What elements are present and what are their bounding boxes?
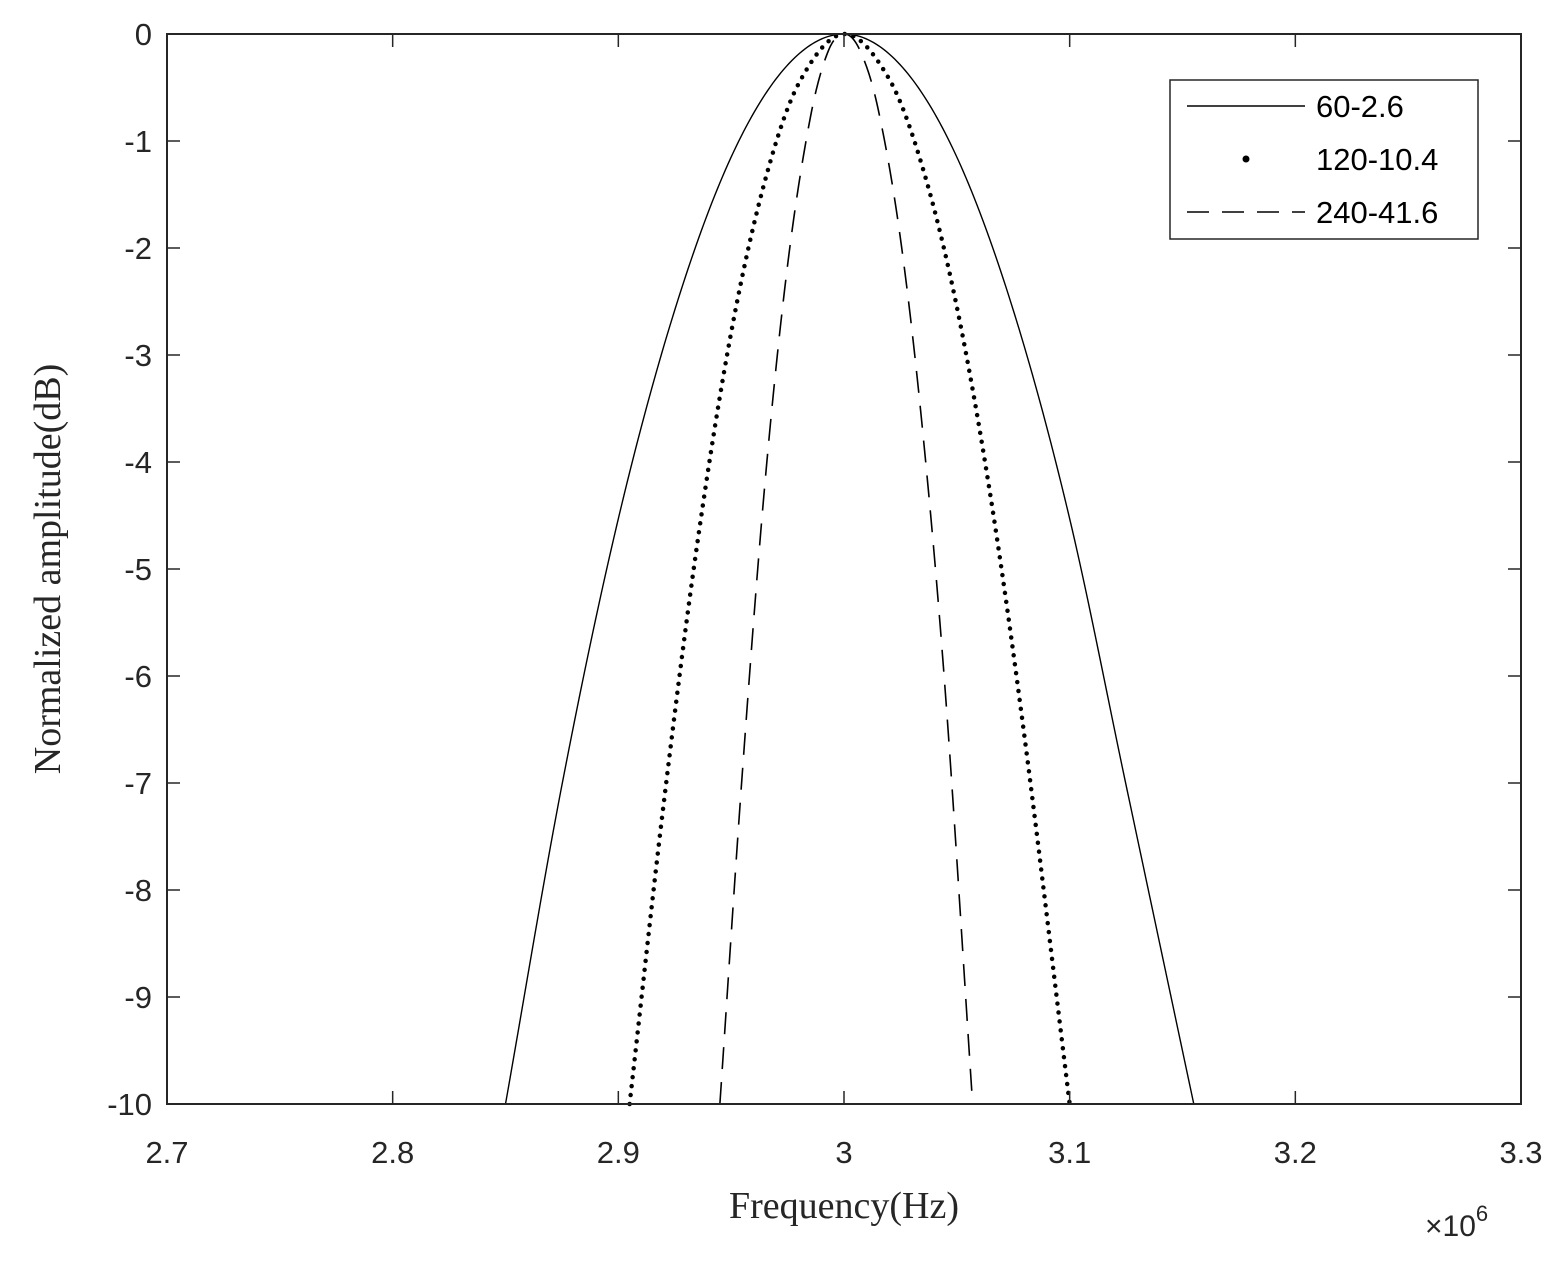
legend-items: 60-2.6 120-10.4 240-41.6 (1187, 89, 1438, 230)
legend-label: 120-10.4 (1316, 142, 1438, 177)
x-tick-label: 3.3 (1499, 1135, 1542, 1170)
x-axis-label: Frequency(Hz) (729, 1185, 959, 1227)
y-tick-label: -2 (124, 231, 152, 266)
y-tick-label: -7 (124, 766, 152, 801)
y-tick-label: -3 (124, 338, 152, 373)
x-tick-labels: 2.7 2.8 2.9 3 3.1 3.2 3.3 (145, 1135, 1542, 1170)
legend-label: 60-2.6 (1316, 89, 1404, 124)
y-tick-label: -6 (124, 659, 152, 694)
y-tick-label: -8 (124, 873, 152, 908)
x-axis-multiplier: ×106 (1425, 1201, 1488, 1243)
y-tick-label: -5 (124, 552, 152, 587)
x-tick-label: 2.9 (597, 1135, 640, 1170)
x-tick-label: 3 (835, 1135, 852, 1170)
x-tick-label: 3.1 (1048, 1135, 1091, 1170)
y-tick-label: -4 (124, 445, 152, 480)
y-tick-label: 0 (135, 17, 152, 52)
y-tick-label: -1 (124, 124, 152, 159)
series-line-120-10.4 (627, 31, 1072, 1107)
x-tick-label: 3.2 (1274, 1135, 1317, 1170)
x-tick-label: 2.8 (371, 1135, 414, 1170)
y-tick-label: -10 (107, 1087, 152, 1122)
x-tick-label: 2.7 (145, 1135, 188, 1170)
y-tick-label: -9 (124, 980, 152, 1015)
legend-label: 240-41.6 (1316, 195, 1438, 230)
x-axis-multiplier-base: ×10 (1425, 1210, 1476, 1243)
legend-marker-120-10.4 (1242, 155, 1250, 163)
legend: 60-2.6 120-10.4 240-41.6 (1169, 79, 1479, 240)
y-axis-label: Normalized amplitude(dB) (27, 364, 69, 775)
x-axis-multiplier-exponent: 6 (1476, 1201, 1488, 1226)
ticks-layer (166, 33, 1522, 1105)
y-tick-labels: 0 -1 -2 -3 -4 -5 -6 -7 -8 -9 -10 (107, 17, 152, 1122)
